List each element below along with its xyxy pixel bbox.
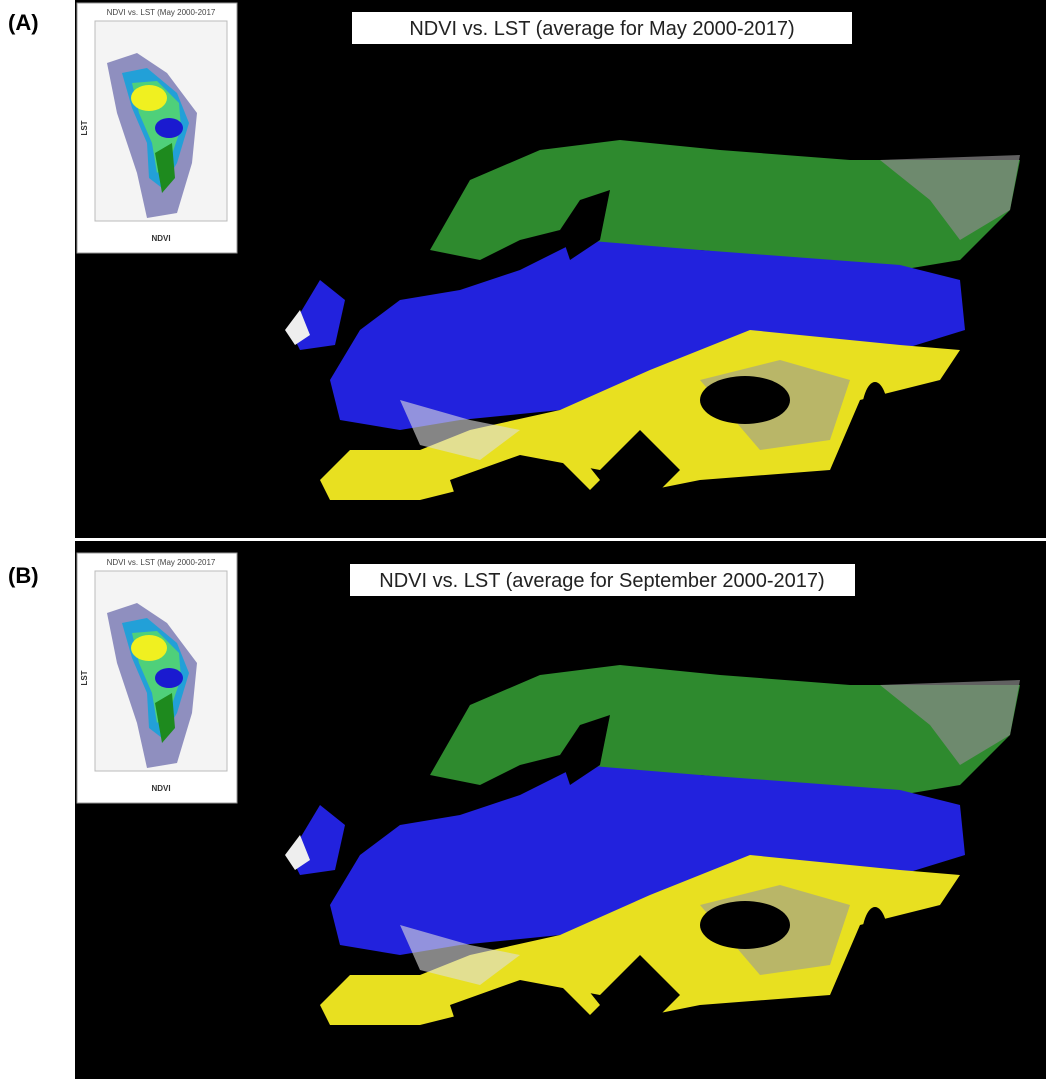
x-axis-label: NDVI <box>151 234 170 243</box>
panel-a: (A) NDVI vs. LST (average for May 2000-2… <box>8 0 1046 538</box>
y-axis-label: LST <box>80 670 89 685</box>
inset-title: NDVI vs. LST (May 2000-2017 <box>107 8 216 17</box>
y-axis-label: LST <box>80 120 89 135</box>
inset-plot <box>77 3 237 253</box>
inset-plot <box>77 553 237 803</box>
inset-title: NDVI vs. LST (May 2000-2017 <box>107 558 216 567</box>
panel-b: (B) NDVI vs. LST (average for September … <box>8 541 1046 1079</box>
figure: (A) NDVI vs. LST (average for May 2000-2… <box>0 0 1046 1079</box>
inset: NDVI vs. LST (May 2000-2017 NDVI LST <box>77 553 237 803</box>
panel-title: NDVI vs. LST (average for September 2000… <box>379 570 824 592</box>
panel-label: (A) <box>8 10 39 35</box>
panel-title: NDVI vs. LST (average for May 2000-2017) <box>409 18 794 40</box>
inset: NDVI vs. LST (May 2000-2017 NDVI LST <box>77 3 237 253</box>
x-axis-label: NDVI <box>151 784 170 793</box>
panel-label: (B) <box>8 563 39 588</box>
